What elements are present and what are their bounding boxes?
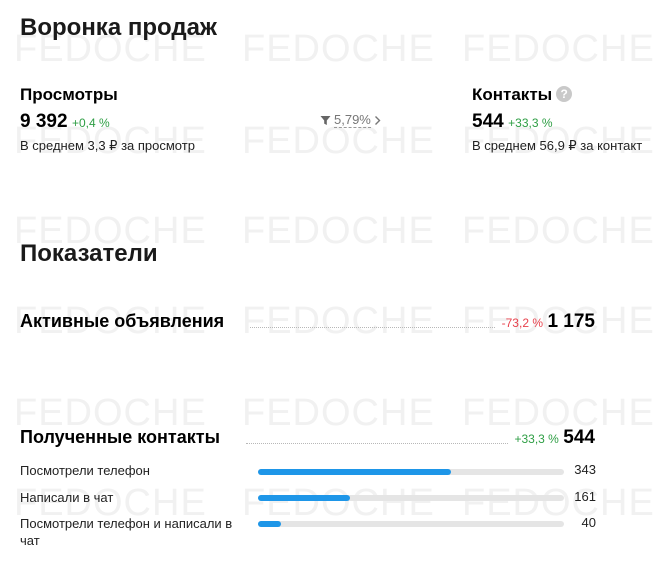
- watermark-text: FEDOCHE: [242, 28, 435, 70]
- watermark-text: FEDOCHE: [462, 28, 655, 70]
- active-ads-value: 1 175: [547, 311, 595, 332]
- phone-and-chat-bar: [258, 521, 564, 527]
- question-circle-icon[interactable]: ?: [556, 86, 573, 102]
- received-contacts-value-group: +33,3 % 544: [514, 427, 595, 449]
- received-contacts-label: Полученные контакты: [20, 427, 220, 447]
- active-ads-leader: [250, 327, 495, 328]
- phone-and-chat-value: 40: [581, 515, 596, 530]
- chat-written-bar-fill: [258, 495, 350, 501]
- received-contacts-change: +33,3 %: [514, 432, 559, 446]
- chevron-right-icon: [374, 116, 381, 125]
- views-change: +0,4 %: [72, 116, 110, 130]
- contacts-label: Контакты: [472, 85, 553, 104]
- chat-written-bar: [258, 495, 564, 501]
- phone-and-chat-bar-fill: [258, 521, 281, 527]
- contacts-value: 544: [472, 111, 504, 132]
- active-ads-label: Активные объявления: [20, 311, 225, 331]
- watermark-text: FEDOCHE: [242, 482, 435, 524]
- active-ads-value-group: -73,2 % 1 175: [502, 311, 595, 333]
- views-label: Просмотры: [20, 85, 118, 104]
- watermark-text: FEDOCHE: [242, 210, 435, 252]
- contacts-average: В среднем 56,9 ₽ за контакт: [472, 138, 643, 153]
- phone-viewed-value: 343: [574, 462, 596, 477]
- filter-icon: [320, 116, 331, 125]
- contacts-block: Контакты? 544 +33,3 % В среднем 56,9 ₽ з…: [472, 85, 642, 154]
- funnel-title: Воронка продаж: [20, 14, 217, 41]
- chat-written-value: 161: [574, 489, 596, 504]
- received-contacts-value: 544: [563, 427, 595, 448]
- watermark-text: FEDOCHE: [242, 392, 435, 434]
- phone-viewed-label: Посмотрели телефон: [20, 463, 150, 478]
- views-block: Просмотры 9 392 +0,4 % В среднем 3,3 ₽ з…: [20, 85, 195, 154]
- watermark-text: FEDOCHE: [462, 210, 655, 252]
- conversion-rate-link[interactable]: 5,79%: [320, 113, 381, 128]
- contacts-change: +33,3 %: [508, 116, 553, 130]
- indicators-title: Показатели: [20, 240, 158, 267]
- active-ads-change: -73,2 %: [501, 316, 543, 330]
- views-value: 9 392: [20, 111, 68, 132]
- conversion-rate: 5,79%: [334, 112, 371, 128]
- phone-viewed-bar: [258, 469, 564, 475]
- watermark-text: FEDOCHE: [242, 300, 435, 342]
- views-average: В среднем 3,3 ₽ за просмотр: [20, 138, 195, 153]
- phone-and-chat-label: Посмотрели телефон и написали в чат: [20, 516, 233, 548]
- received-contacts-leader: [246, 443, 508, 444]
- phone-viewed-bar-fill: [258, 469, 451, 475]
- chat-written-label: Написали в чат: [20, 490, 114, 505]
